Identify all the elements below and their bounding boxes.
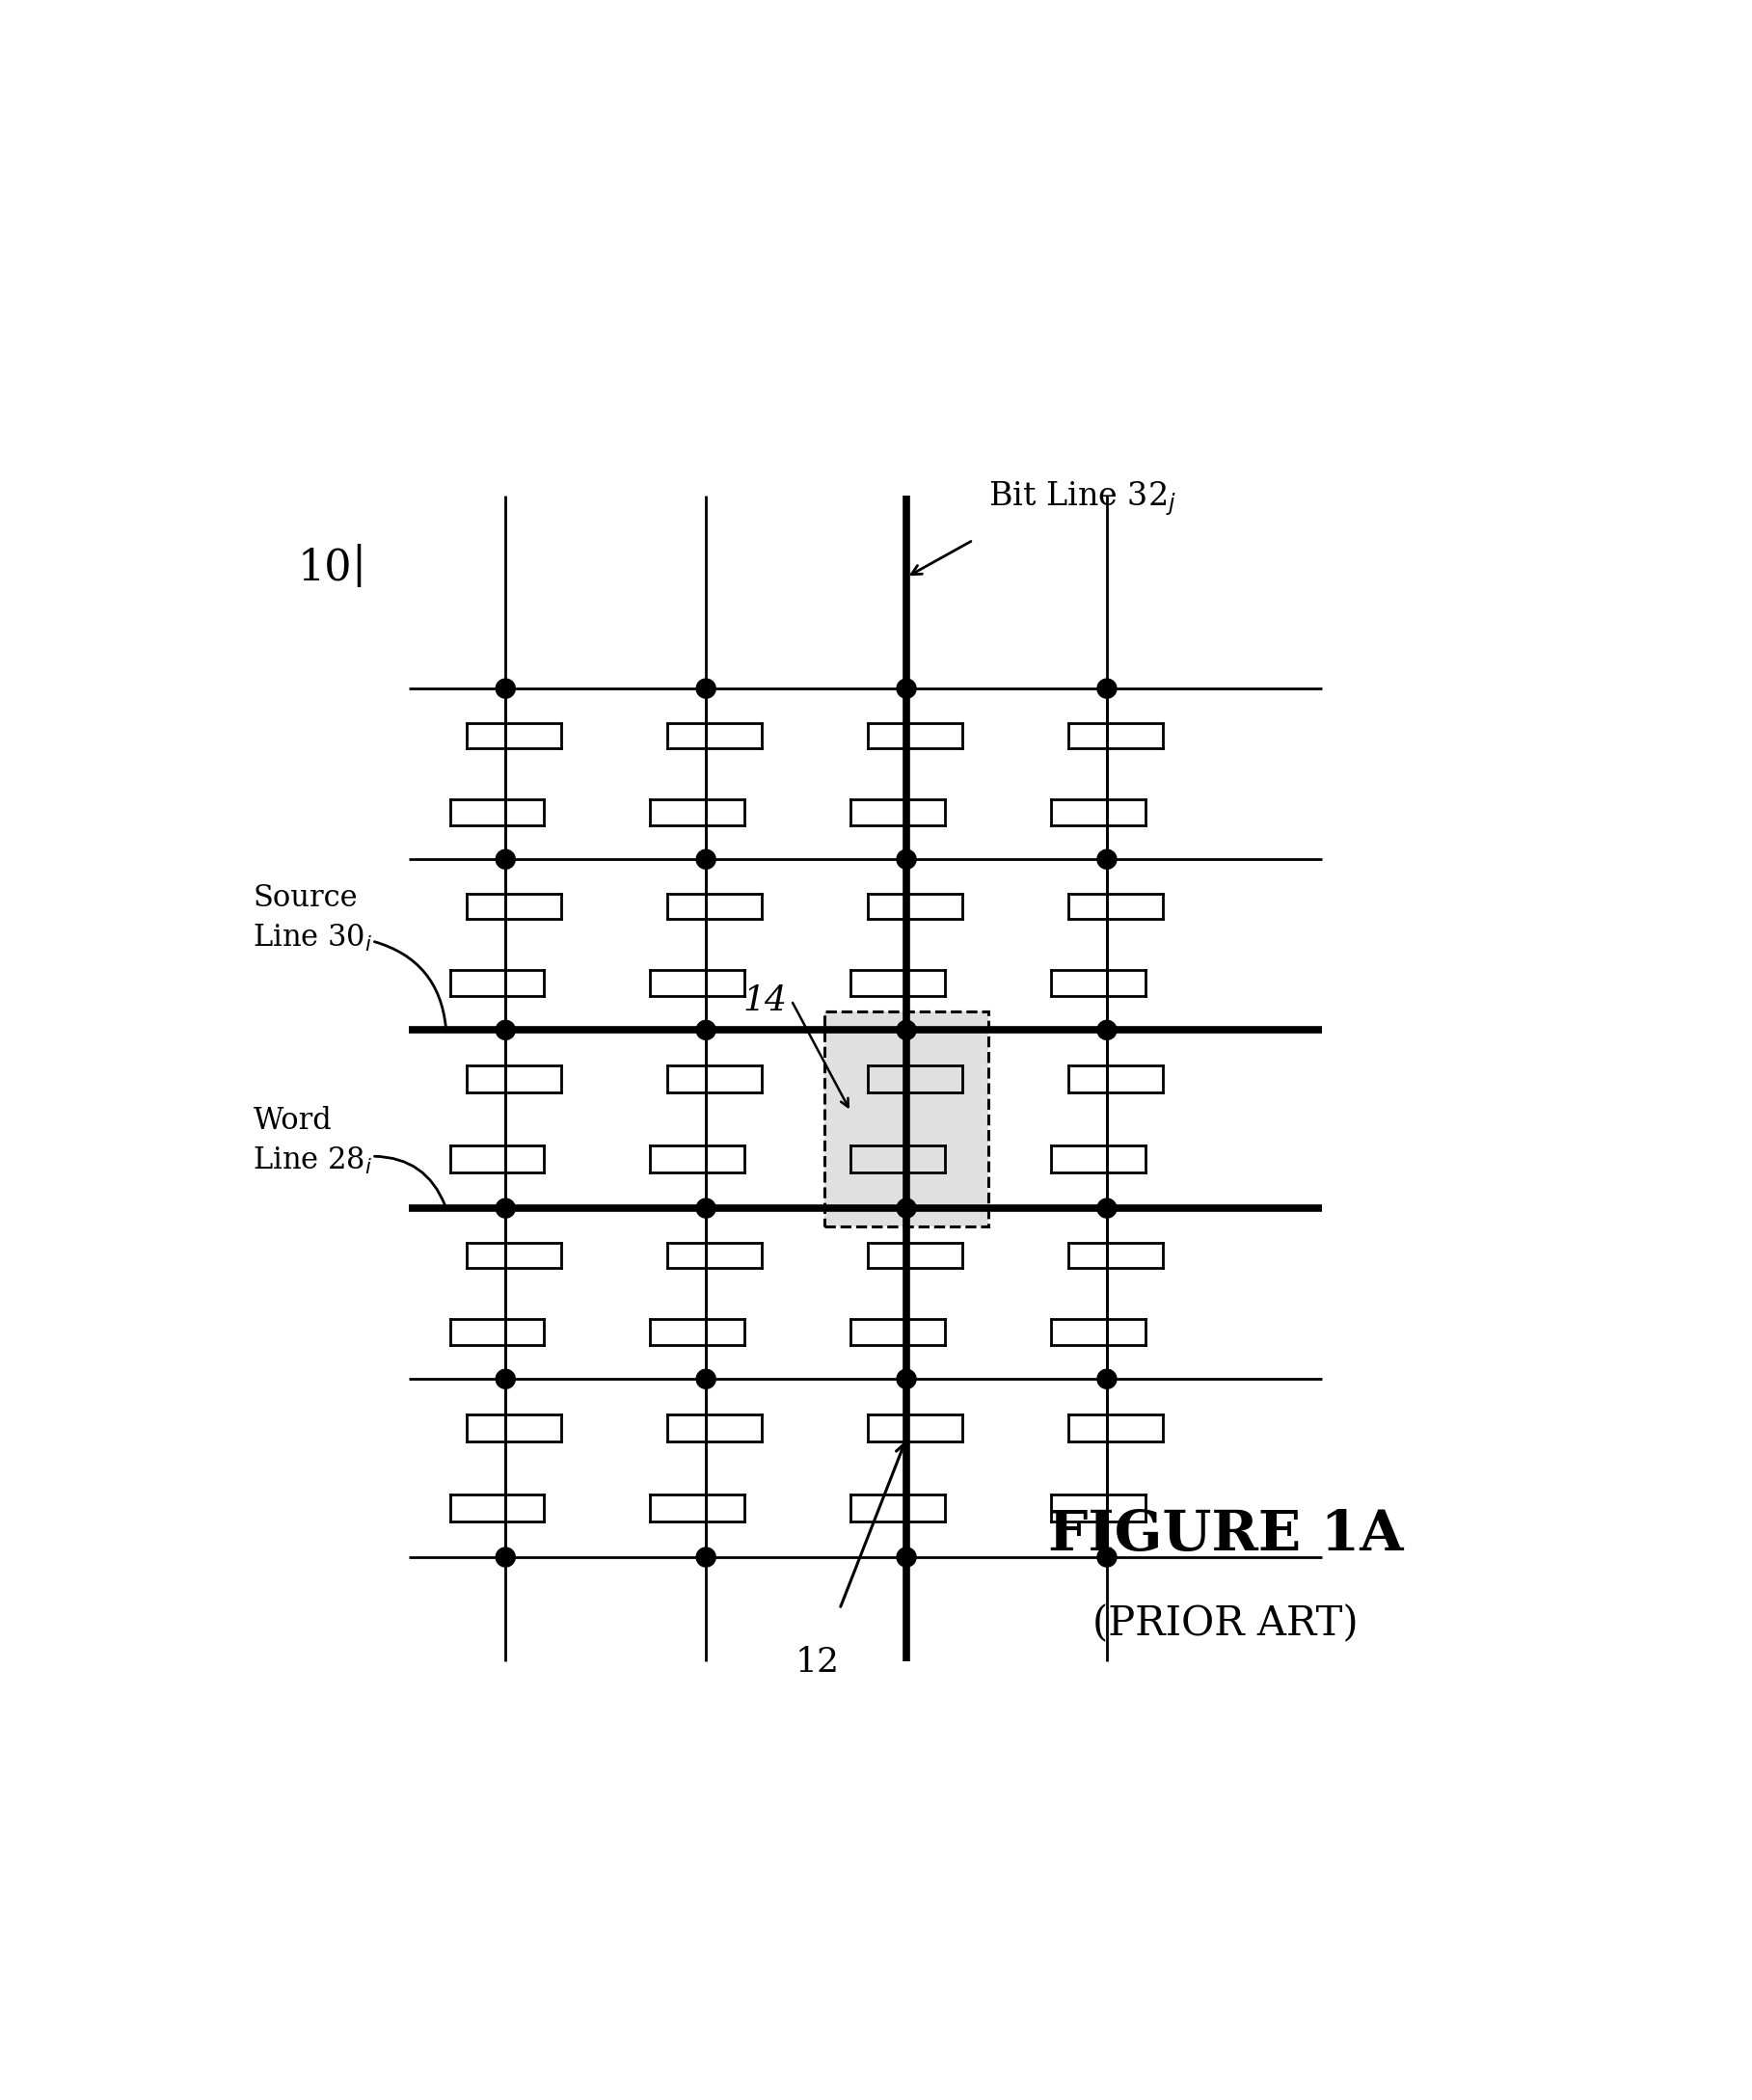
Circle shape	[496, 1548, 515, 1567]
Circle shape	[696, 1369, 715, 1388]
Circle shape	[897, 1548, 916, 1567]
Circle shape	[1097, 1548, 1116, 1567]
Bar	[825, 1012, 988, 1226]
Text: 14: 14	[743, 985, 788, 1016]
Circle shape	[1097, 1021, 1116, 1040]
Text: Bit Line 32$_j$: Bit Line 32$_j$	[988, 479, 1176, 519]
Circle shape	[897, 850, 916, 869]
Circle shape	[696, 850, 715, 869]
Text: |: |	[350, 544, 366, 588]
Circle shape	[1097, 678, 1116, 697]
Text: Word
Line 28$_i$: Word Line 28$_i$	[252, 1107, 373, 1176]
Circle shape	[1097, 1199, 1116, 1218]
Circle shape	[897, 678, 916, 697]
Text: 10: 10	[298, 548, 352, 590]
Circle shape	[897, 1021, 916, 1040]
Circle shape	[496, 1021, 515, 1040]
Circle shape	[496, 678, 515, 697]
Circle shape	[1097, 1369, 1116, 1388]
Circle shape	[696, 1199, 715, 1218]
Text: Source
Line 30$_i$: Source Line 30$_i$	[252, 884, 373, 953]
Circle shape	[496, 1369, 515, 1388]
Circle shape	[1097, 850, 1116, 869]
Circle shape	[696, 678, 715, 697]
Text: 12: 12	[795, 1646, 839, 1680]
Circle shape	[897, 1199, 916, 1218]
Text: FIGURE 1A: FIGURE 1A	[1048, 1508, 1403, 1562]
Text: (PRIOR ART): (PRIOR ART)	[1093, 1604, 1358, 1644]
Circle shape	[897, 1369, 916, 1388]
Bar	[825, 1012, 988, 1226]
Circle shape	[496, 850, 515, 869]
Circle shape	[696, 1548, 715, 1567]
Circle shape	[696, 1021, 715, 1040]
Circle shape	[496, 1199, 515, 1218]
